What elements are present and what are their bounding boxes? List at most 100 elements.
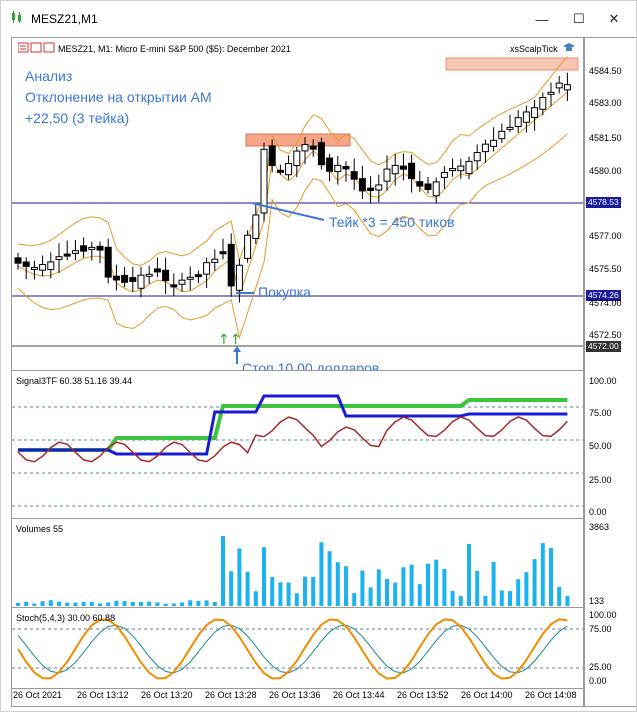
candle-body: [22, 261, 30, 267]
candle-body: [514, 117, 522, 128]
volume-bar: [442, 568, 447, 606]
candle-body: [162, 269, 170, 281]
candle-body: [563, 84, 571, 91]
volume-bar: [32, 603, 37, 606]
volume-bar: [549, 547, 553, 606]
volume-bar: [98, 603, 102, 606]
candle-body: [178, 279, 186, 285]
candle-body: [252, 214, 260, 240]
stoch-pane[interactable]: Stoch(5,4,3) 30.00 60.88: [12, 609, 583, 689]
volume-bar: [532, 559, 537, 606]
volume-bar: [458, 595, 463, 606]
price-axis[interactable]: 4584.50 4583.00 4581.50 4580.00 4578.53 …: [584, 37, 636, 707]
candle-body: [276, 169, 284, 173]
close-button[interactable]: ✕: [608, 11, 620, 26]
volume-bar: [352, 593, 357, 606]
candle-body: [153, 268, 161, 273]
signal-pane[interactable]: Signal3TF 60.38 51.16 39.44: [12, 372, 583, 519]
volume-bar: [483, 595, 488, 606]
candle-body: [358, 178, 366, 192]
signal-red-line: [17, 416, 568, 463]
volumes-pane[interactable]: Volumes 55: [12, 520, 583, 608]
stoch-chart-svg: [12, 618, 583, 680]
volume-bar: [106, 602, 111, 606]
volume-bar: [262, 547, 266, 606]
volume-bar: [16, 602, 20, 606]
volume-bar: [557, 586, 562, 606]
minimize-button[interactable]: —: [535, 11, 549, 27]
time-tick: 26 Oct 13:36: [269, 690, 321, 700]
time-tick: 26 Oct 13:20: [141, 690, 193, 700]
candle-body: [473, 152, 481, 162]
volume-bar: [294, 593, 299, 606]
volume-bar: [434, 559, 439, 606]
time-tick: 26 Oct 13:52: [397, 690, 449, 700]
stoch-signal-line: [17, 624, 568, 674]
signal-tick: 50.00: [589, 441, 612, 451]
candle-body: [317, 141, 325, 166]
candle-body: [63, 253, 71, 257]
candle-body: [555, 82, 563, 89]
price-tick: 4575.50: [589, 264, 622, 274]
volume-bar: [516, 579, 521, 606]
candle-body: [465, 160, 473, 175]
volume-bar: [245, 571, 250, 606]
volume-bar: [540, 543, 545, 606]
volume-bar: [73, 602, 78, 606]
stoch-tick: 75.00: [589, 624, 612, 634]
candle-body: [112, 275, 120, 281]
candle-body: [490, 139, 498, 147]
volume-bar: [221, 536, 225, 606]
toolbar-icons: [18, 42, 55, 53]
indicator-name: xsScalpTick: [510, 44, 558, 54]
volume-bar: [401, 567, 406, 606]
buy-signal-arrows-icon: ↑↑: [218, 332, 241, 348]
candle-body: [235, 264, 243, 291]
price-pane[interactable]: ↑↑ MESZ21, M1: Micro E-mini S&P 500 ($5)…: [12, 38, 583, 371]
candle-body: [227, 243, 235, 287]
title-bar: MESZ21,M1 — ☐ ✕: [1, 1, 636, 35]
stoch-tick: 25.00: [589, 662, 612, 672]
chart-area[interactable]: ↑↑ MESZ21, M1: Micro E-mini S&P 500 ($5)…: [11, 37, 584, 707]
volume-bar: [139, 601, 143, 606]
candle-body: [531, 107, 539, 118]
annotation-buy: Покупка: [258, 284, 311, 300]
lower-line-price-tag: 4574.26: [586, 290, 621, 301]
candle-body: [285, 162, 293, 176]
time-tick: 26 Oct 13:12: [77, 690, 129, 700]
price-tick: 4584.50: [589, 66, 622, 76]
resistance-zone: [445, 57, 579, 71]
volume-bar: [196, 600, 201, 606]
candlestick-chart-icon: [12, 11, 21, 23]
take-pointer: [251, 202, 325, 221]
volumes-label: Volumes 55: [16, 524, 64, 534]
volume-bar: [499, 590, 504, 606]
stoch-label: Stoch(5,4,3) 30.00 60.88: [16, 613, 116, 623]
volume-bar: [368, 587, 373, 606]
volume-bar: [204, 600, 209, 606]
candle-body: [145, 273, 153, 277]
price-tick: 4574.00: [589, 298, 622, 308]
stoch-main-line: [17, 618, 568, 680]
candle-body: [457, 165, 465, 172]
bollinger-upper-line: [17, 56, 568, 266]
volume-bar: [114, 600, 119, 606]
signal-tick: 25.00: [589, 475, 612, 485]
candle-body: [440, 171, 448, 178]
maximize-button[interactable]: ☐: [573, 11, 585, 26]
annotation-stop: Стоп 10.00 долларов: [242, 360, 380, 371]
volume-bar: [147, 601, 152, 606]
candle-body: [170, 284, 178, 288]
window-title: MESZ21,M1: [31, 12, 98, 26]
candle-body: [326, 157, 334, 172]
volume-bar: [163, 603, 168, 606]
candle-body: [481, 143, 489, 153]
signal-tick: 75.00: [589, 408, 612, 418]
volume-bar: [89, 601, 94, 606]
volume-bar: [122, 601, 127, 606]
volume-bar: [286, 582, 291, 606]
volume-bar: [475, 570, 480, 606]
time-tick: 26 Oct 14:00: [461, 690, 513, 700]
candle-body: [547, 91, 555, 95]
